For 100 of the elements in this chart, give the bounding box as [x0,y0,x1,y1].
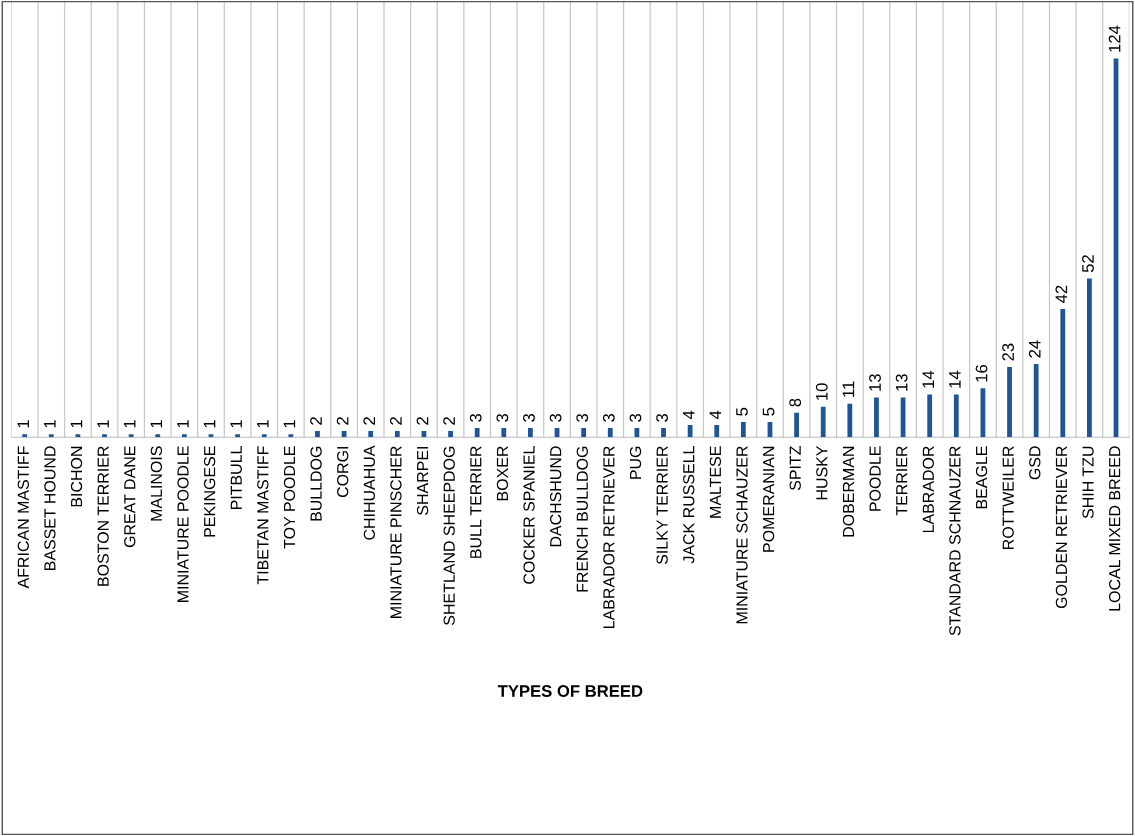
data-label: 4 [709,410,722,420]
data-label: 14 [949,370,961,388]
data-label: 3 [549,413,562,422]
bar [714,425,720,438]
bar [661,428,666,438]
data-label: 16 [975,365,988,382]
x-tick-label: MINIATURE PINSCHER [390,446,402,618]
x-tick-label: CORGI [337,447,349,498]
x-tick-label: LOCAL MIXED BREED [1108,446,1121,611]
data-label: 124 [1108,25,1121,52]
bar [581,428,587,438]
data-label: 11 [842,381,855,397]
data-label: 3 [523,413,535,422]
x-tick-label: ROTTWEILER [1002,446,1014,549]
x-tick-label: STANDARD SCHNAUZER [949,446,961,636]
x-tick-label: LABRADOR RETRIEVER [603,446,615,628]
bar [927,394,933,438]
x-tick-label: SHIH TZU [1082,446,1094,519]
x-tick-label: TERRIER [896,446,908,516]
data-label: 13 [869,374,881,391]
x-tick-label: MINIATURE POODLE [177,446,189,602]
data-label: 3 [656,413,668,422]
bar [1060,308,1066,438]
x-tick-label: BEAGLE [975,446,988,509]
x-tick-label: BASSET HOUND [44,446,56,570]
x-tick-label: BULL TERRIER [470,446,482,558]
x-tick-label: LABRADOR [922,446,934,533]
data-label: 42 [1055,285,1068,304]
x-tick-label: DACHSHUND [550,446,562,547]
x-tick-label: GREAT DANE [124,446,136,548]
x-tick-label: PITBULL [230,446,242,510]
data-label: 2 [443,417,455,425]
x-tick-label: PUG [629,446,642,479]
x-tick-label: POODLE [869,446,881,511]
data-label: 3 [602,413,615,422]
data-label: 3 [576,413,589,422]
data-label: 1 [230,420,242,428]
bar [474,428,480,438]
data-label: 4 [682,410,695,420]
x-tick-label: SHETLAND SHEEPDOG [443,446,455,626]
data-label: 52 [1082,255,1094,273]
bar [1033,363,1039,438]
x-tick-label: COCKER SPANIEL [523,446,535,584]
bar [687,425,693,438]
bar [235,434,240,438]
x-tick-label: CHIHUAHUA [363,445,375,540]
data-label: 5 [736,407,748,416]
bar [288,434,294,438]
bar [181,434,187,438]
bar [501,428,507,438]
bar [22,434,28,438]
bar [368,431,374,438]
x-tick-label: BOSTON TERRIER [97,446,109,586]
bar [128,434,134,438]
bar [1087,278,1092,438]
x-tick-label: JACK RUSSELL [683,446,695,564]
bar [448,431,453,438]
data-label: 3 [496,413,509,422]
data-label: 1 [283,420,296,428]
bar [261,434,267,438]
bar [953,394,959,438]
data-label: 1 [17,420,29,428]
bar [847,403,853,438]
x-tick-label: FRENCH BULLDOG [576,446,588,592]
x-tick-label: BULLDOG [310,446,322,521]
data-label: 3 [469,413,482,422]
x-tick-label: BOXER [496,446,509,501]
x-tick-label: SILKY TERRIER [656,446,668,565]
bar [607,428,613,438]
data-label: 1 [123,420,136,428]
bar [315,431,320,438]
data-label: 14 [922,370,934,388]
data-label: 2 [336,417,349,425]
bar [874,397,879,438]
x-tick-label: TIBETAN MASTIFF [257,446,269,585]
data-label: 5 [762,407,775,416]
data-label: 3 [629,413,642,422]
x-tick-label: AFRICAN MASTIFF [17,446,29,589]
x-tick-label: GOLDEN RETRIEVER [1055,446,1068,609]
data-label: 23 [1002,343,1015,361]
bar [820,406,826,438]
data-label: 24 [1028,340,1041,358]
bar [740,421,746,438]
x-tick-label: TOY POODLE [283,446,296,549]
x-tick-label: MALTESE [709,446,722,518]
data-label: 2 [416,417,429,425]
bar [634,428,640,438]
data-label: 1 [177,420,189,428]
x-tick-label: POMERANIAN [762,446,775,552]
data-label: 2 [389,417,402,425]
data-label: 8 [789,398,802,407]
x-tick-label: SPITZ [789,446,801,491]
bar [48,434,54,438]
bar [1007,366,1012,438]
x-tick-label: GSD [1029,446,1041,480]
x-tick-label: MALINOIS [150,446,163,521]
data-label: 1 [150,420,163,428]
bar [794,412,799,438]
bar [394,431,400,438]
data-label: 10 [815,383,828,400]
